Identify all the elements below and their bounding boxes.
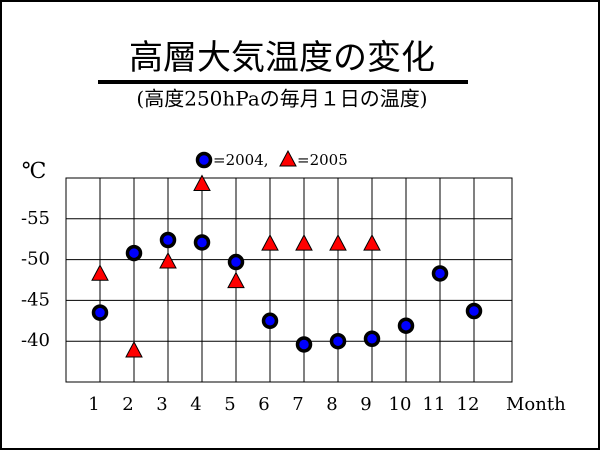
- point: [431, 265, 449, 282]
- legend: =2004, =2005: [195, 149, 348, 169]
- point: [159, 251, 177, 269]
- x-tick-label: 12: [457, 394, 480, 415]
- y-tick-label: -55: [21, 208, 50, 229]
- point: [329, 332, 347, 350]
- point: [295, 234, 313, 251]
- chart-subtitle: (高度250hPaの毎月１日の温度): [136, 87, 427, 111]
- y-tick-label: -50: [21, 249, 50, 270]
- x-tick-label: 2: [122, 394, 133, 415]
- y-axis-label: ℃: [22, 159, 47, 184]
- point: [193, 234, 211, 251]
- x-tick-label: 5: [224, 394, 235, 415]
- point: [363, 234, 381, 251]
- x-tick-label: 1: [88, 394, 99, 415]
- x-tick-label: 6: [258, 394, 269, 415]
- point: [261, 234, 279, 251]
- point: [279, 149, 297, 167]
- point: [363, 330, 381, 348]
- point: [91, 304, 109, 321]
- x-tick-label: 7: [292, 394, 303, 415]
- x-axis-label: Month: [506, 394, 566, 415]
- x-tick-label: 9: [360, 394, 371, 415]
- legend-label: =2005: [297, 151, 348, 169]
- point: [295, 336, 313, 353]
- point: [125, 244, 143, 262]
- x-tick-label: 8: [326, 394, 337, 415]
- point: [193, 174, 211, 192]
- point: [125, 340, 143, 358]
- x-tick-label: 10: [389, 394, 412, 415]
- point: [159, 231, 177, 249]
- point: [329, 234, 347, 251]
- point: [195, 151, 213, 169]
- y-tick-label: -40: [21, 330, 50, 351]
- legend-label: =2004,: [213, 151, 269, 169]
- chart-title: 高層大気温度の変化: [129, 38, 435, 78]
- point: [465, 302, 483, 320]
- point: [397, 317, 415, 334]
- point: [227, 271, 245, 289]
- point: [261, 312, 279, 330]
- x-tick-label: 4: [190, 394, 201, 415]
- x-tick-label: 3: [156, 394, 167, 415]
- y-tick-label: -45: [21, 289, 50, 310]
- x-tick-label: 11: [423, 394, 446, 415]
- point: [91, 264, 109, 281]
- point: [227, 253, 245, 271]
